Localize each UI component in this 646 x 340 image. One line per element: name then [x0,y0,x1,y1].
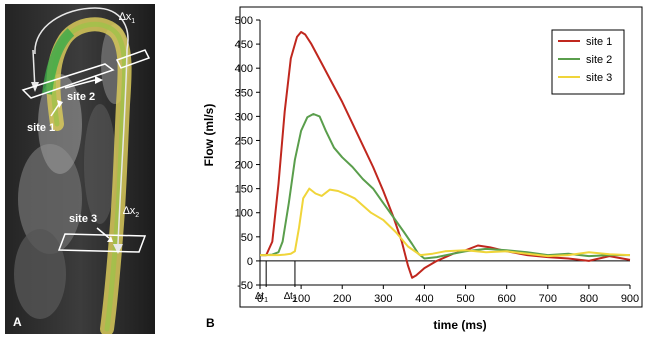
y-tick-label: 200 [235,160,253,172]
x-tick-label: 800 [580,293,598,305]
aorta-image: site 1 site 2 site 3 ∆x1 ∆x2 A [5,4,155,336]
legend: site 1 site 2 site 3 [551,29,625,95]
y-tick-label: 250 [235,135,253,147]
arrow-head [107,236,113,242]
arrow-head [95,76,103,84]
panel-b-label: B [206,316,215,330]
y-tick-label: 300 [235,111,253,123]
delta-x2-label: ∆x2 [123,205,139,219]
panel-a: site 1 site 2 site 3 ∆x1 ∆x2 A [5,4,155,336]
y-tick-label: 150 [235,184,253,196]
y-axis-label: Flow (ml/s) [202,104,216,167]
site-1-label: site 1 [27,122,55,134]
x-tick-label: 400 [415,293,433,305]
y-tick-label: 50 [241,232,253,244]
site-2-plane [115,49,151,69]
y-tick-label: 100 [235,208,253,220]
ascending-segment [42,28,75,95]
x-tick-label: 900 [621,293,639,305]
tissue-shade [84,104,116,224]
y-tick-label: 400 [235,63,253,75]
x-axis-label: time (ms) [433,318,486,332]
x-tick-label: 500 [456,293,474,305]
site-3-plane [57,233,147,253]
arrow-head [31,82,39,92]
y-tick-label: 0 [247,256,253,268]
panel-b: -50 0 50 100 150 200 250 300 350 400 450 500 0 100 20… [200,5,644,335]
series-line-site-2 [260,113,630,260]
series-line-site-3 [260,187,631,258]
x-tick-label: 700 [539,293,557,305]
flow-chart: -50 0 50 100 150 200 250 300 350 400 450 500 0 100 20… [202,6,643,332]
x-tick-label: 100 [292,293,310,305]
plot-frame [239,6,643,308]
site-1-pointer [50,103,60,117]
site-2-label: site 2 [67,91,95,103]
delta-t-label: ∆t2 [284,291,297,304]
arrow-head [113,244,123,254]
site-3-label: site 3 [69,213,97,225]
x-tick-label: 0 [257,293,263,305]
site-1-plane [21,63,115,99]
x-tick-label: 600 [497,293,515,305]
legend-label: site 3 [586,72,612,84]
legend-label: site 1 [586,36,612,48]
site-3-pointer [96,227,110,239]
panel-a-label: A [13,315,22,329]
y-tick-label: 500 [235,15,253,27]
tissue-shade [14,229,66,319]
centerline [117,48,128,245]
axes: -50 0 50 100 150 200 250 300 350 400 450 500 0 100 20… [235,15,640,305]
y-tick-label: -50 [237,280,253,292]
arrow-head [57,100,63,108]
legend-label: site 2 [586,54,612,66]
y-tick-label: 450 [235,39,253,51]
y-tick-label: 350 [235,87,253,99]
site-2-pointer [64,79,96,89]
delta-t-label: ∆t1 [255,291,268,304]
x-tick-label: 300 [374,293,392,305]
delta-x1-label: ∆x1 [119,11,135,25]
x-tick-label: 200 [333,293,351,305]
centerline-arc [34,7,129,55]
